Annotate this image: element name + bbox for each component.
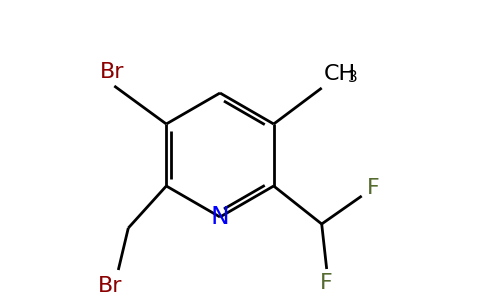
Text: 3: 3: [348, 70, 358, 86]
Text: Br: Br: [100, 62, 124, 82]
Text: F: F: [367, 178, 380, 198]
Text: Br: Br: [98, 276, 122, 296]
Text: CH: CH: [324, 64, 356, 84]
Text: N: N: [211, 205, 229, 229]
Text: F: F: [320, 273, 333, 293]
